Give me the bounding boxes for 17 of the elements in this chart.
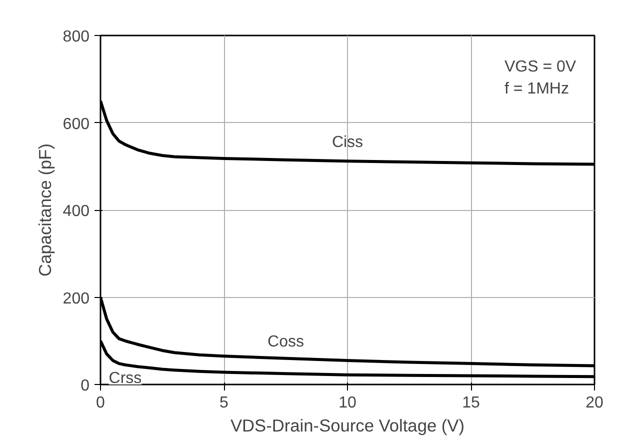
x-tick-label: 0 xyxy=(96,394,106,412)
y-tick-label: 600 xyxy=(62,116,90,133)
y-tick-label: 800 xyxy=(62,28,90,46)
annotation: VGS = 0V xyxy=(504,58,576,76)
legend-label: Crss xyxy=(108,370,142,387)
x-axis-title: VDS-Drain-Source Voltage (V) xyxy=(230,416,465,436)
annotation: f = 1MHz xyxy=(504,80,569,98)
y-tick-label: 0 xyxy=(80,378,90,394)
x-tick-label: 5 xyxy=(220,394,229,412)
y-tick-label: 200 xyxy=(62,290,90,308)
x-tick-label: 20 xyxy=(586,394,604,412)
x-tick-label: 15 xyxy=(462,394,480,412)
x-tick-label: 10 xyxy=(338,394,356,412)
y-axis-title: Capacitance (pF) xyxy=(34,144,55,276)
series-label: Ciss xyxy=(332,134,364,152)
series-label: Coss xyxy=(268,333,304,350)
y-tick-label: 400 xyxy=(62,203,90,220)
